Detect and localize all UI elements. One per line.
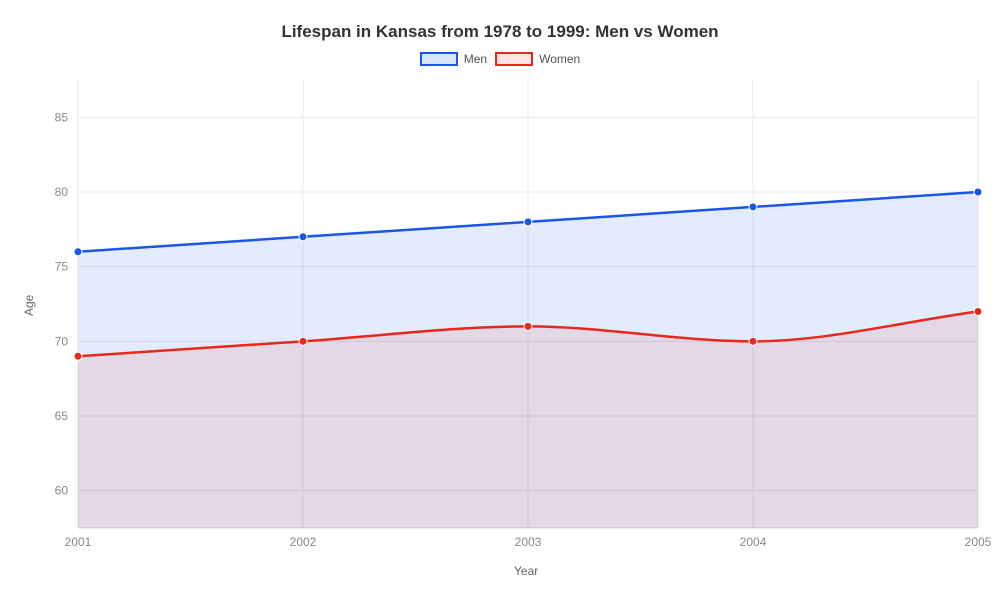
data-marker[interactable] xyxy=(749,203,757,211)
data-marker[interactable] xyxy=(74,248,82,256)
data-marker[interactable] xyxy=(524,322,532,330)
chart-container: Lifespan in Kansas from 1978 to 1999: Me… xyxy=(0,0,1000,600)
data-marker[interactable] xyxy=(974,188,982,196)
y-tick-label: 70 xyxy=(55,334,69,348)
data-marker[interactable] xyxy=(974,307,982,315)
chart-svg: 2001 2002 2003 2004 2005 60 65 70 75 80 85 xyxy=(0,0,1000,600)
x-tick-label: 2004 xyxy=(740,535,767,549)
y-tick-label: 65 xyxy=(55,409,69,423)
y-tick-label: 85 xyxy=(55,110,69,124)
x-tick-label: 2002 xyxy=(290,535,317,549)
x-tick-label: 2003 xyxy=(515,535,542,549)
y-tick-label: 60 xyxy=(55,484,69,498)
x-tick-label: 2001 xyxy=(65,535,92,549)
data-marker[interactable] xyxy=(299,233,307,241)
data-marker[interactable] xyxy=(74,352,82,360)
y-tick-label: 75 xyxy=(55,260,69,274)
data-marker[interactable] xyxy=(299,337,307,345)
data-marker[interactable] xyxy=(524,218,532,226)
x-tick-label: 2005 xyxy=(965,535,992,549)
data-marker[interactable] xyxy=(749,337,757,345)
y-tick-label: 80 xyxy=(55,185,69,199)
